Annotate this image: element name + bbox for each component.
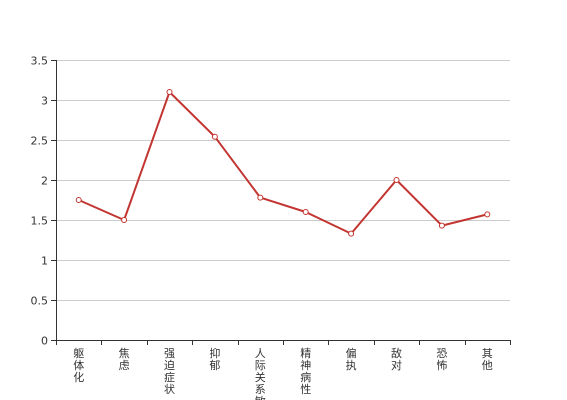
axes bbox=[51, 60, 511, 345]
x-tick-label: 人际关系敏感 bbox=[255, 347, 266, 400]
x-tick-label: 偏执 bbox=[346, 346, 357, 372]
x-tick-label: 强迫症状 bbox=[164, 347, 175, 396]
y-tick-label: 2 bbox=[41, 175, 48, 188]
y-tick-label: 3.5 bbox=[31, 55, 49, 68]
x-tick-label: 焦虑 bbox=[119, 347, 130, 372]
x-tick-label: 抑郁 bbox=[209, 346, 220, 372]
x-tick-labels: 躯体化 焦虑 强迫症状 抑郁 人际关系敏感 精神病性 偏执 敌对 恐怖 其他 bbox=[73, 346, 493, 400]
data-point bbox=[257, 194, 264, 201]
y-tick-labels: 0 0.5 1 1.5 2 2.5 3 3.5 bbox=[31, 55, 49, 348]
x-tick-label: 敌对 bbox=[391, 346, 402, 372]
data-point bbox=[302, 209, 309, 215]
data-point bbox=[121, 217, 128, 223]
grid-lines bbox=[56, 60, 510, 301]
data-points bbox=[75, 89, 491, 237]
x-tick-label: 恐怖 bbox=[436, 347, 447, 372]
y-tick-label: 1.5 bbox=[31, 215, 49, 228]
data-point bbox=[348, 230, 355, 237]
y-tick-label: 1 bbox=[41, 255, 48, 268]
data-point bbox=[438, 222, 445, 229]
data-point bbox=[484, 211, 491, 218]
y-tick-label: 0 bbox=[41, 335, 48, 348]
data-point bbox=[166, 89, 173, 95]
data-point bbox=[393, 177, 400, 183]
data-point bbox=[211, 133, 218, 140]
x-tick-label: 其他 bbox=[482, 347, 493, 372]
y-tick-label: 3 bbox=[41, 95, 48, 108]
data-point bbox=[75, 197, 82, 203]
y-tick-label: 0.5 bbox=[31, 295, 49, 308]
series-line-0 bbox=[78, 91, 488, 235]
x-tick-label: 精神病性 bbox=[300, 347, 311, 396]
x-tick-label: 躯体化 bbox=[73, 347, 84, 384]
y-tick-label: 2.5 bbox=[31, 135, 49, 148]
series-line bbox=[78, 91, 488, 235]
